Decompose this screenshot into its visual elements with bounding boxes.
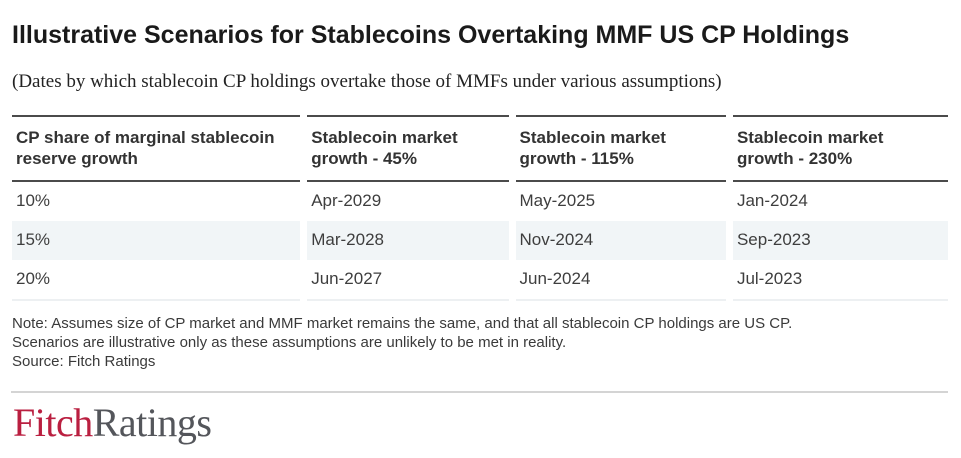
table-row: 15% Mar-2028 Nov-2024 Sep-2023	[12, 221, 948, 260]
figure-page: Illustrative Scenarios for Stablecoins O…	[5, 21, 955, 446]
source-text: Source: Fitch Ratings	[12, 353, 156, 370]
logo-fitch: Fitch	[13, 400, 93, 445]
table-cell: Apr-2029	[311, 191, 382, 210]
note-text: Note: Assumes size of CP market and MMF …	[12, 315, 793, 332]
table-cell: Jan-2024	[736, 191, 808, 210]
table-body: 10% Apr-2029 May-2025 Jan-2024 15% Mar-2…	[12, 182, 948, 301]
table-cell: Mar-2028	[307, 221, 509, 260]
column-header-growth-45: Stablecoin market growth - 45%	[307, 115, 509, 182]
footer-divider	[11, 391, 948, 393]
table-header: CP share of marginal stablecoin reserve …	[12, 115, 948, 182]
note-text: Scenarios are illustrative only as these…	[12, 334, 567, 351]
page-title: Illustrative Scenarios for Stablecoins O…	[12, 21, 850, 49]
header-row: CP share of marginal stablecoin reserve …	[12, 115, 948, 182]
table-cell: Jul-2023	[732, 260, 948, 301]
column-header-growth-230: Stablecoin market growth - 230%	[732, 115, 948, 182]
fitch-ratings-logo: FitchRatings	[13, 400, 950, 446]
table-cell: Sep-2023	[732, 221, 948, 260]
footnote-block: Note: Assumes size of CP market and MMF …	[12, 314, 950, 371]
table-cell: 20%	[12, 260, 301, 301]
logo-ratings: Ratings	[92, 400, 212, 445]
table-cell: Jun-2024	[515, 260, 726, 301]
table-cell: Nov-2024	[515, 221, 726, 260]
page-subtitle: (Dates by which stablecoin CP holdings o…	[12, 71, 722, 92]
scenarios-table: CP share of marginal stablecoin reserve …	[5, 115, 955, 301]
table-row: 10% Apr-2029 May-2025 Jan-2024	[12, 182, 948, 221]
table-cell: Jun-2027	[307, 260, 509, 301]
table-row: 20% Jun-2027 Jun-2024 Jul-2023	[12, 260, 948, 301]
column-header-cp-share: CP share of marginal stablecoin reserve …	[12, 115, 301, 182]
table-cell: 15%	[12, 221, 301, 260]
table-cell: 10%	[16, 191, 51, 210]
table-cell: May-2025	[519, 191, 596, 210]
column-header-growth-115: Stablecoin market growth - 115%	[515, 115, 726, 182]
